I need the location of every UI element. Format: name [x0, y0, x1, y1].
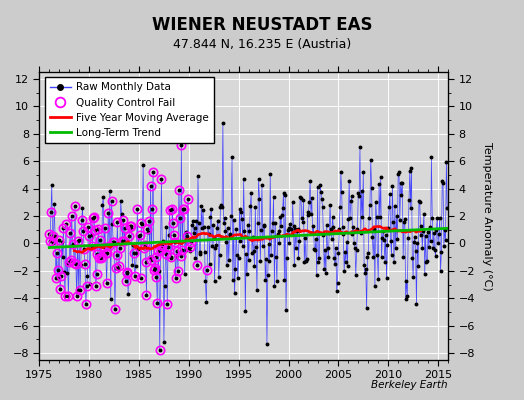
Text: Berkeley Earth: Berkeley Earth	[372, 380, 448, 390]
Text: WIENER NEUSTADT EAS: WIENER NEUSTADT EAS	[152, 16, 372, 34]
Y-axis label: Temperature Anomaly (°C): Temperature Anomaly (°C)	[482, 142, 492, 290]
Legend: Raw Monthly Data, Quality Control Fail, Five Year Moving Average, Long-Term Tren: Raw Monthly Data, Quality Control Fail, …	[45, 77, 214, 143]
Text: 47.844 N, 16.235 E (Austria): 47.844 N, 16.235 E (Austria)	[173, 38, 351, 51]
